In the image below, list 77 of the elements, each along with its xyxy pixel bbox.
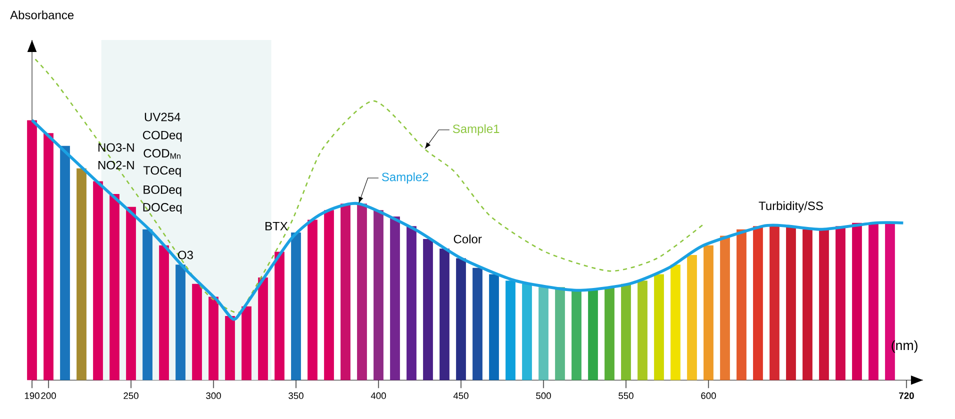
annotation: Turbidity/SS bbox=[758, 201, 823, 213]
bar bbox=[621, 284, 631, 380]
bar bbox=[423, 239, 433, 380]
bar bbox=[258, 278, 268, 380]
bar bbox=[242, 306, 252, 380]
bar bbox=[753, 226, 763, 380]
bar bbox=[60, 146, 70, 380]
annotation: DOCeq bbox=[143, 203, 182, 214]
bar bbox=[687, 255, 697, 380]
bar bbox=[852, 223, 862, 380]
bar bbox=[126, 206, 136, 380]
bar bbox=[176, 264, 186, 380]
bar bbox=[308, 220, 318, 380]
bar bbox=[440, 248, 450, 380]
bar bbox=[291, 232, 301, 380]
bar bbox=[110, 194, 120, 380]
x-tick-label: 250 bbox=[124, 392, 138, 400]
bar bbox=[142, 229, 152, 380]
x-tick-label: 400 bbox=[370, 392, 386, 400]
bar bbox=[654, 274, 664, 380]
bar bbox=[208, 296, 218, 380]
bar bbox=[324, 210, 334, 380]
x-tick-label: 600 bbox=[701, 392, 716, 400]
bar bbox=[456, 258, 466, 380]
bar bbox=[522, 284, 532, 380]
bar bbox=[76, 168, 86, 380]
annotation: CODeq bbox=[142, 130, 182, 142]
bar bbox=[340, 204, 350, 380]
x-tick-label: 200 bbox=[41, 392, 56, 400]
bar bbox=[472, 268, 482, 380]
annotation: NO2-N bbox=[98, 160, 134, 170]
y-axis-title: Absorbance bbox=[10, 10, 74, 20]
bar bbox=[786, 226, 796, 380]
bar bbox=[93, 181, 103, 380]
annotation: BODeq bbox=[144, 185, 182, 196]
bar bbox=[274, 252, 284, 380]
bar bbox=[192, 284, 202, 380]
bar bbox=[770, 226, 780, 380]
x-tick-label: 720 bbox=[899, 392, 914, 400]
text: Sample2 bbox=[382, 172, 428, 184]
bar bbox=[604, 287, 614, 380]
bar bbox=[704, 245, 714, 380]
bar bbox=[638, 280, 648, 380]
bar bbox=[736, 229, 746, 380]
annotation: UV254 bbox=[144, 112, 180, 122]
bar bbox=[670, 264, 680, 380]
bar bbox=[819, 229, 829, 380]
annotation: NO3-N bbox=[98, 143, 134, 152]
bar bbox=[802, 229, 812, 380]
x-tick-label: 190 bbox=[24, 392, 40, 400]
annotation: COD$_{Mn}$ bbox=[144, 149, 180, 159]
bar bbox=[406, 226, 416, 380]
bar bbox=[555, 287, 565, 380]
bar bbox=[720, 236, 730, 380]
annotation: Color bbox=[454, 234, 482, 244]
bar bbox=[225, 316, 235, 380]
annotation: O3 bbox=[178, 250, 193, 260]
x-tick-label: 350 bbox=[288, 392, 304, 400]
bar bbox=[538, 287, 548, 380]
bar bbox=[27, 120, 37, 380]
text: Sample1 bbox=[452, 124, 500, 136]
x-tick-label: 550 bbox=[618, 392, 634, 400]
annotation: BTX bbox=[266, 222, 288, 230]
bar bbox=[588, 290, 598, 380]
bar bbox=[159, 245, 169, 380]
bar bbox=[572, 290, 582, 380]
bar bbox=[390, 216, 400, 380]
x-tick-label: 500 bbox=[536, 392, 551, 400]
x-tick-label: 300 bbox=[206, 392, 221, 400]
annotation: TOCeq bbox=[143, 166, 181, 178]
bar bbox=[374, 210, 384, 380]
bar bbox=[868, 223, 878, 380]
bar bbox=[44, 133, 54, 380]
x-tick-label: 450 bbox=[453, 392, 468, 400]
bar bbox=[506, 280, 516, 380]
bar bbox=[489, 274, 499, 380]
bar bbox=[836, 226, 846, 380]
